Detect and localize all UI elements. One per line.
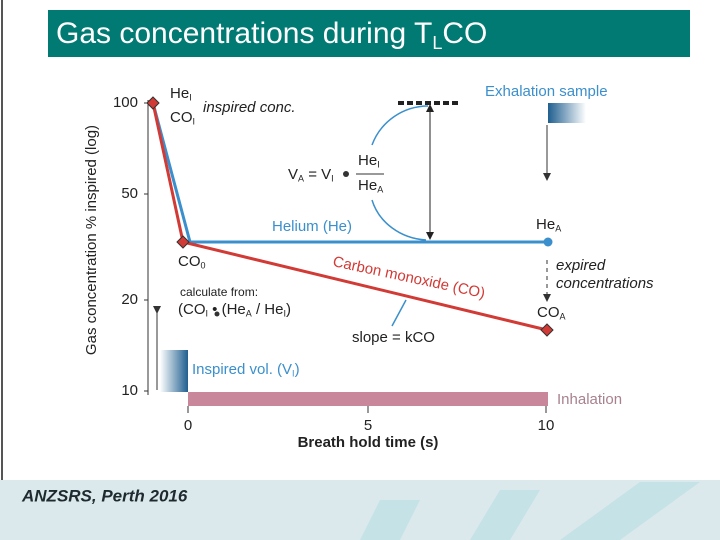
label: HeA​ bbox=[536, 216, 561, 234]
x-axis-label: Breath hold time (s) bbox=[298, 434, 439, 451]
text-part: calculate from: bbox=[180, 285, 258, 299]
x-tick-label: 5 bbox=[364, 417, 372, 434]
text-part: CO bbox=[170, 109, 193, 126]
text-part: (CO bbox=[178, 301, 206, 318]
text-part: Exhalation sample bbox=[485, 83, 608, 100]
text-part: concentrations bbox=[556, 275, 654, 292]
subscript: A bbox=[377, 185, 383, 195]
text-part: He bbox=[536, 216, 555, 233]
subscript: I bbox=[193, 117, 196, 127]
y-tick-label: 10 bbox=[121, 382, 138, 399]
label: inspired conc. bbox=[203, 99, 296, 116]
text-part: ) bbox=[286, 301, 291, 318]
text-part: CO bbox=[178, 253, 201, 270]
subscript: I bbox=[292, 369, 295, 379]
title-bar bbox=[48, 10, 690, 57]
inspired-volume-box bbox=[160, 350, 188, 392]
text-part: expired bbox=[556, 257, 606, 274]
arc bbox=[371, 105, 429, 146]
inhalation-bar bbox=[188, 392, 548, 406]
arrow-head bbox=[153, 306, 161, 314]
text-part: He bbox=[358, 152, 377, 169]
subscript: I bbox=[283, 309, 286, 319]
dot bbox=[343, 171, 349, 177]
text-part: inspired conc. bbox=[203, 99, 296, 116]
text-part: V bbox=[288, 166, 298, 183]
text-part: slope = kCO bbox=[352, 329, 435, 346]
text-part: • (He bbox=[208, 301, 246, 318]
subscript: A bbox=[298, 174, 304, 184]
text-part: Helium (He) bbox=[272, 218, 352, 235]
text-part: Inspired vol. (V bbox=[192, 361, 292, 378]
label: Helium (He) bbox=[272, 218, 352, 235]
x-tick-label: 10 bbox=[538, 417, 555, 434]
y-tick-label: 20 bbox=[121, 291, 138, 308]
x-tick-label: 0 bbox=[184, 417, 192, 434]
label: concentrations bbox=[556, 275, 654, 292]
label: Carbon monoxide (CO) bbox=[331, 253, 486, 302]
helium-line bbox=[151, 102, 548, 244]
subscript: A bbox=[560, 312, 566, 322]
label: expired bbox=[556, 257, 606, 274]
label: VA​ = VI​ bbox=[288, 166, 334, 184]
y-tick-label: 100 bbox=[113, 94, 138, 111]
subscript: I bbox=[377, 160, 380, 170]
text-part: ) bbox=[295, 361, 300, 378]
label: (COI​ • (HeA​ / HeI​) bbox=[178, 301, 291, 319]
text-part: / He bbox=[252, 301, 284, 318]
label: Exhalation sample bbox=[485, 83, 608, 100]
y-tick-label: 50 bbox=[121, 185, 138, 202]
co-points bbox=[146, 96, 554, 337]
label: COI​ bbox=[170, 109, 195, 127]
label: slope = kCO bbox=[352, 329, 435, 346]
text-part: He bbox=[358, 177, 377, 194]
y-axis-label: Gas concentration % inspired (log) bbox=[83, 125, 100, 355]
text-part: He bbox=[170, 85, 189, 102]
exhalation-box bbox=[548, 103, 586, 123]
text-part: Carbon monoxide (CO) bbox=[331, 253, 486, 302]
arrow-head bbox=[543, 294, 551, 302]
footer-text: ANZSRS, Perth 2016 bbox=[21, 486, 188, 505]
subscript: I bbox=[331, 174, 334, 184]
label: CO0​ bbox=[178, 253, 206, 271]
arrow-head bbox=[543, 173, 551, 181]
label: HeI​ bbox=[170, 85, 192, 103]
subscript: A bbox=[555, 224, 561, 234]
label: HeI​ bbox=[358, 152, 380, 170]
subscript: I bbox=[189, 93, 192, 103]
subscript: I bbox=[206, 309, 209, 319]
label: Inspired vol. (VI​) bbox=[192, 361, 300, 379]
label: Inhalation bbox=[557, 391, 622, 408]
label: calculate from: bbox=[180, 285, 258, 299]
text-part: CO bbox=[537, 304, 560, 321]
footer-decor bbox=[360, 482, 700, 540]
text-part: = V bbox=[304, 166, 331, 183]
label: HeA​ bbox=[358, 177, 383, 195]
subscript: A bbox=[246, 309, 252, 319]
arc bbox=[371, 199, 427, 241]
helium-point bbox=[543, 237, 553, 247]
text-part: Inhalation bbox=[557, 391, 622, 408]
title: Gas concentrations during TL​CO bbox=[56, 17, 487, 53]
subscript: L bbox=[432, 33, 442, 53]
text-part: Gas concentrations during T bbox=[56, 17, 432, 50]
subscript: 0 bbox=[201, 261, 206, 271]
label: COA​ bbox=[537, 304, 566, 322]
dot bbox=[214, 311, 220, 317]
text-part: CO bbox=[442, 17, 487, 50]
slope-pointer bbox=[391, 299, 407, 327]
diagram bbox=[146, 96, 586, 406]
